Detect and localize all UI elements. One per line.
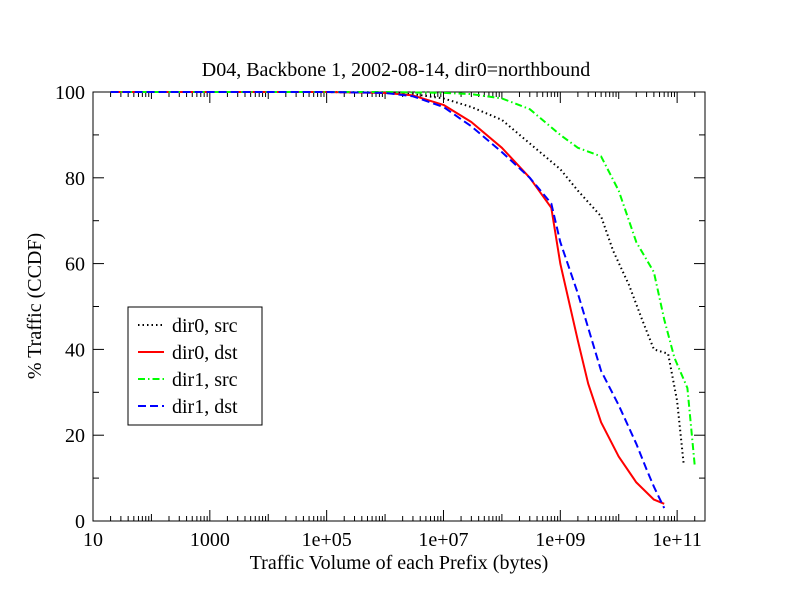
- legend-label-2: dir0, dst: [172, 342, 238, 364]
- y-tick-label: 40: [65, 339, 85, 361]
- series-lines: [110, 91, 696, 509]
- y-axis-ticks: 0 20 40 60 80 100: [55, 82, 705, 533]
- x-tick-label: 1e+09: [535, 529, 585, 551]
- x-tick-label: 1e+11: [652, 529, 701, 551]
- series-line-2: [110, 91, 665, 505]
- y-tick-label: 0: [75, 511, 85, 533]
- x-axis-ticks: 10 1000 1e+05 1e+07 1e+09 1e+11: [83, 92, 706, 551]
- x-tick-label: 1000: [190, 529, 230, 551]
- legend-label-4: dir1, dst: [172, 396, 238, 418]
- x-tick-label: 1e+07: [418, 529, 468, 551]
- y-tick-label: 20: [65, 425, 85, 447]
- x-tick-label: 1e+05: [302, 529, 352, 551]
- x-axis-label: Traffic Volume of each Prefix (bytes): [250, 552, 549, 574]
- x-tick-label: 10: [83, 529, 103, 551]
- legend-label-3: dir1, src: [172, 369, 238, 391]
- legend-label-1: dir0, src: [172, 315, 238, 337]
- y-axis-label: % Traffic (CCDF): [24, 233, 46, 379]
- y-tick-label: 60: [65, 254, 85, 276]
- legend: dir0, src dir0, dst dir1, src dir1, dst: [127, 306, 263, 426]
- y-tick-label: 80: [65, 168, 85, 190]
- y-tick-label: 100: [55, 82, 85, 104]
- chart-title: D04, Backbone 1, 2002-08-14, dir0=northb…: [202, 59, 590, 81]
- series-line-4: [110, 91, 666, 509]
